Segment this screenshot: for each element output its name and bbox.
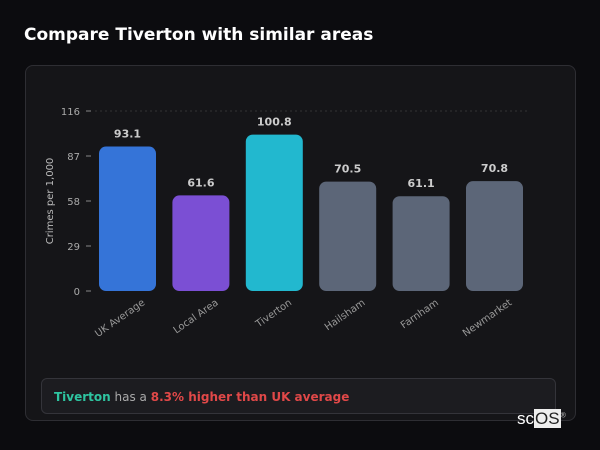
bar-uk-average — [99, 146, 156, 291]
callout-middle: has a — [114, 390, 147, 404]
bar-tiverton — [245, 134, 303, 291]
y-tick-label: 116 — [61, 107, 80, 118]
bar-farnham — [392, 196, 450, 291]
x-tick-label: Farnham — [399, 297, 441, 331]
y-tick-label: 0 — [74, 287, 80, 298]
bar-hailsham — [319, 181, 377, 291]
data-label: 61.6 — [187, 176, 214, 189]
y-tick-label: 29 — [67, 242, 80, 253]
bar-newmarket — [466, 181, 523, 291]
data-label: 70.8 — [481, 162, 508, 175]
x-tick-label: Hailsham — [323, 297, 368, 333]
x-tick-label: Local Area — [172, 297, 221, 336]
callout-area: Tiverton — [54, 390, 111, 404]
data-label: 70.5 — [334, 163, 361, 176]
comparison-callout: Tiverton has a 8.3% higher than UK avera… — [41, 378, 556, 414]
bar-local-area — [172, 195, 230, 291]
y-axis-label: Crimes per 1,000 — [45, 158, 56, 245]
x-tick-label: UK Average — [93, 297, 147, 339]
data-label: 100.8 — [257, 116, 292, 129]
y-tick-label: 58 — [67, 197, 80, 208]
callout-comparison: 8.3% higher than UK average — [150, 390, 350, 404]
y-tick-label: 87 — [67, 152, 80, 163]
x-tick-label: Tiverton — [253, 297, 294, 330]
data-label: 93.1 — [114, 128, 141, 141]
scos-logo: scOS® — [517, 409, 566, 428]
x-tick-label: Newmarket — [461, 297, 514, 339]
data-label: 61.1 — [408, 177, 435, 190]
page-title: Compare Tiverton with similar areas — [24, 25, 374, 45]
